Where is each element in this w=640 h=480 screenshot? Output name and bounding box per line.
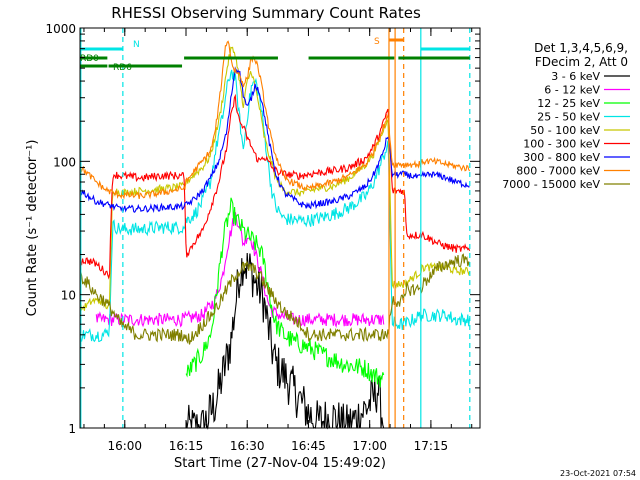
legend-label-100-300-kev: 100 - 300 keV <box>523 138 600 151</box>
series-25-50-kev <box>80 69 471 343</box>
legend-label-25-50-kev: 25 - 50 keV <box>537 111 600 124</box>
legend-label-7000-15000-kev: 7000 - 15000 keV <box>502 178 600 191</box>
flag-layer: N RD0 RD6 S <box>80 37 470 73</box>
y-axis-label: Count Rate (s⁻¹ detector⁻¹) <box>25 140 40 317</box>
x-tick-label-16-30: 16:30 <box>230 439 265 453</box>
series-100-300-kev <box>80 93 471 280</box>
timestamp: 23-Oct-2021 07:54 <box>560 469 636 478</box>
x-tick-label-17-00: 17:00 <box>352 439 387 453</box>
series-12-25-kev <box>185 197 385 388</box>
series-layer <box>80 40 471 430</box>
legend: Det 1,3,4,5,6,9, FDecim 2, Att 0 3 - 6 k… <box>502 41 630 191</box>
x-tick-label-16-45: 16:45 <box>291 439 326 453</box>
plot-frame <box>79 27 481 429</box>
x-tick-label-16-15: 16:15 <box>169 439 204 453</box>
x-tick-label-16-00: 16:00 <box>107 439 142 453</box>
legend-label-800-7000-kev: 800 - 7000 keV <box>516 165 600 178</box>
series-7000-15000-kev <box>80 253 471 345</box>
series-300-800-kev <box>80 66 470 213</box>
y-tick-label-10: 10 <box>61 289 76 303</box>
x-tick-label-17-15: 17:15 <box>414 439 449 453</box>
axis-layer: 16:00 16:15 16:30 16:45 17:00 17:15 1 10 100 1000 <box>45 22 480 453</box>
legend-header-line-1: Det 1,3,4,5,6,9, <box>534 41 628 55</box>
flag-label-rd0: RD0 <box>80 54 99 64</box>
series-800-7000-kev <box>80 40 471 200</box>
marker-layer <box>80 28 471 428</box>
flag-label-s: S <box>374 37 380 47</box>
legend-label-50-100-kev: 50 - 100 keV <box>530 124 600 137</box>
legend-header-line-2: FDecim 2, Att 0 <box>535 55 628 69</box>
flag-label-rd6: RD6 <box>113 63 132 73</box>
series-50-100-kev <box>80 46 471 311</box>
y-tick-label-100: 100 <box>53 155 76 169</box>
y-tick-label-1: 1 <box>68 422 76 436</box>
legend-label-3-6-kev: 3 - 6 keV <box>551 70 600 83</box>
series-3-6-kev <box>185 252 385 430</box>
legend-label-12-25-kev: 12 - 25 keV <box>537 97 600 110</box>
flag-label-n: N <box>133 40 140 50</box>
x-axis-label: Start Time (27-Nov-04 15:49:02) <box>174 456 386 471</box>
legend-label-300-800-kev: 300 - 800 keV <box>523 151 600 164</box>
chart-title: RHESSI Observing Summary Count Rates <box>111 4 421 22</box>
legend-label-6-12-kev: 6 - 12 keV <box>544 84 600 97</box>
y-tick-label-1000: 1000 <box>45 22 76 36</box>
